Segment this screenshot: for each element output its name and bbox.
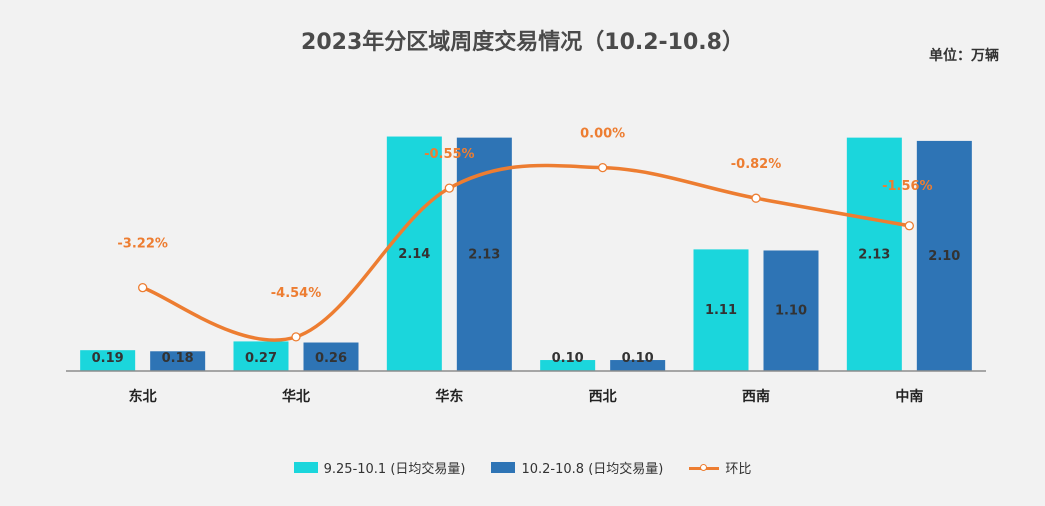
- line-point-5: [904, 221, 914, 231]
- line-point-0: [138, 283, 148, 293]
- bar-s2-5: [916, 140, 972, 371]
- x-tick-label-4: 西南: [742, 388, 770, 405]
- legend-label-line: 环比: [725, 462, 752, 477]
- bar-value-label-s1-1: 0.27: [245, 351, 277, 366]
- x-tick-label-2: 华东: [435, 388, 463, 405]
- x-tick-label-3: 西北: [589, 389, 617, 405]
- chart-legend: 9.25-10.1 (日均交易量) 10.2-10.8 (日均交易量) 环比: [0, 458, 1045, 477]
- bar-value-label-s2-4: 1.10: [775, 304, 807, 319]
- bar-s1-0: [80, 350, 136, 371]
- legend-label-series-1: 9.25-10.1 (日均交易量): [323, 462, 466, 477]
- legend-item-series-2: 10.2-10.8 (日均交易量): [491, 458, 663, 477]
- bar-value-label-s1-3: 0.10: [552, 351, 584, 366]
- bar-value-label-s2-1: 0.26: [315, 351, 347, 366]
- bar-value-label-s1-5: 2.13: [858, 247, 890, 262]
- bar-value-label-s2-5: 2.10: [928, 249, 960, 264]
- bar-s1-3: [540, 360, 596, 371]
- line-value-label-2: -0.55%: [424, 147, 475, 162]
- legend-label-series-2: 10.2-10.8 (日均交易量): [521, 462, 664, 477]
- bar-s2-1: [303, 342, 359, 371]
- unit-label: 单位：万辆: [929, 48, 999, 64]
- bar-value-label-s1-4: 1.11: [705, 303, 737, 318]
- line-point-4: [751, 193, 761, 203]
- line-value-label-0: -3.22%: [117, 237, 168, 252]
- line-value-label-4: -0.82%: [731, 157, 782, 172]
- bar-value-label-s2-3: 0.10: [622, 351, 654, 366]
- bar-s2-3: [610, 360, 666, 371]
- bar-s1-2: [386, 136, 442, 371]
- x-tick-label-5: 中南: [895, 388, 923, 405]
- legend-swatch-series-2: [491, 462, 516, 473]
- bar-s2-2: [456, 137, 512, 371]
- line-point-1: [291, 332, 301, 342]
- line-value-label-1: -4.54%: [271, 286, 322, 301]
- bar-value-label-s1-2: 2.14: [398, 247, 430, 262]
- bar-s2-0: [150, 351, 206, 371]
- x-tick-label-1: 华北: [282, 388, 310, 405]
- chart-title: 2023年分区域周度交易情况（10.2-10.8）: [301, 30, 744, 55]
- bar-s2-4: [763, 250, 819, 371]
- legend-swatch-line: [689, 462, 720, 474]
- x-tick-label-0: 东北: [129, 388, 157, 405]
- legend-swatch-series-1: [293, 462, 318, 473]
- legend-item-series-1: 9.25-10.1 (日均交易量): [293, 458, 466, 477]
- bar-value-label-s1-0: 0.19: [92, 351, 124, 366]
- line-value-label-3: 0.00%: [580, 127, 625, 142]
- legend-item-line: 环比: [689, 458, 751, 477]
- bar-s1-4: [693, 249, 749, 371]
- bar-value-label-s2-2: 2.13: [468, 247, 500, 262]
- bar-s1-1: [233, 341, 289, 371]
- line-point-3: [598, 162, 608, 173]
- bar-value-label-s2-0: 0.18: [162, 351, 194, 366]
- line-point-2: [444, 183, 454, 193]
- line-value-label-5: -1.56%: [882, 179, 933, 194]
- line-series-huanbi: [142, 163, 910, 342]
- bar-s1-5: [846, 137, 902, 371]
